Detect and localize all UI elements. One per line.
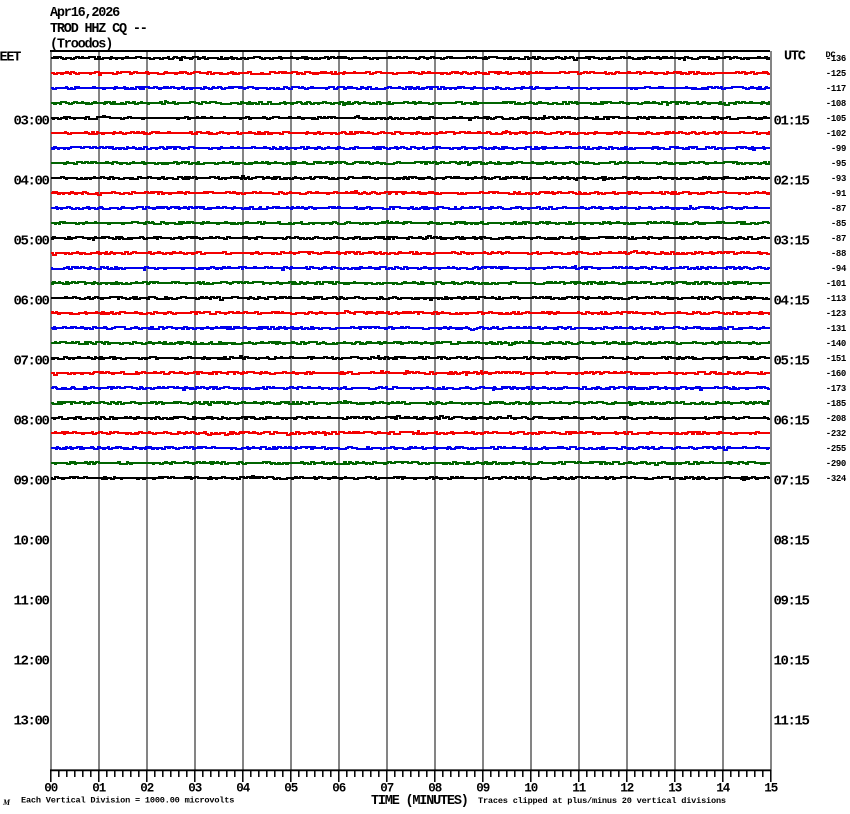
svg-text:-151: -151 [826,354,847,364]
svg-text:M: M [2,798,11,807]
svg-text:-117: -117 [826,84,846,94]
svg-text:12: 12 [620,782,634,796]
svg-text:10:15: 10:15 [774,653,810,669]
svg-text:05:00: 05:00 [13,233,49,249]
svg-text:06:00: 06:00 [13,293,49,309]
svg-text:01: 01 [92,782,106,796]
svg-text:02:15: 02:15 [774,173,810,189]
svg-text:09: 09 [476,782,490,796]
svg-text:08:15: 08:15 [774,533,810,549]
svg-text:06: 06 [332,782,346,796]
svg-text:03: 03 [188,782,202,796]
svg-text:UTC: UTC [784,50,806,65]
svg-text:-94: -94 [831,264,847,274]
svg-text:(Troodos): (Troodos) [50,38,112,53]
svg-text:05:15: 05:15 [774,353,810,369]
svg-text:11:00: 11:00 [13,593,49,609]
svg-text:DC: DC [826,50,836,60]
svg-text:04:00: 04:00 [13,173,49,189]
svg-text:-91: -91 [831,189,847,199]
svg-text:-101: -101 [826,279,847,289]
svg-text:TROD HHZ CQ --: TROD HHZ CQ -- [50,22,147,37]
svg-text:06:15: 06:15 [774,413,810,429]
svg-text:05: 05 [284,782,298,796]
svg-text:03:00: 03:00 [13,113,49,129]
svg-text:03:15: 03:15 [774,233,810,249]
svg-text:13: 13 [668,782,682,796]
svg-text:-173: -173 [826,384,846,394]
svg-text:11: 11 [572,782,586,796]
svg-text:-85: -85 [831,219,846,229]
svg-text:04: 04 [236,782,251,796]
svg-text:EET: EET [0,51,21,66]
svg-text:-113: -113 [826,294,846,304]
svg-text:08:00: 08:00 [13,413,49,429]
svg-text:Traces clipped at plus/minus 2: Traces clipped at plus/minus 20 vertical… [478,796,726,806]
svg-text:-208: -208 [826,414,846,424]
svg-text:00: 00 [44,782,58,796]
svg-text:09:15: 09:15 [774,593,810,609]
svg-text:-131: -131 [826,324,847,334]
svg-text:-185: -185 [826,399,846,409]
svg-text:Each Vertical Division = 1000.: Each Vertical Division = 1000.00 microvo… [21,796,234,806]
svg-text:-87: -87 [831,204,846,214]
svg-text:10:00: 10:00 [13,533,49,549]
svg-text:01:15: 01:15 [774,113,810,129]
svg-text:-102: -102 [826,129,846,139]
svg-text:07:15: 07:15 [774,473,810,489]
svg-text:-255: -255 [826,444,846,454]
svg-text:11:15: 11:15 [774,713,810,729]
svg-text:-232: -232 [826,429,846,439]
svg-text:08: 08 [428,782,442,796]
svg-text:07: 07 [380,782,394,796]
svg-text:-88: -88 [831,249,846,259]
svg-text:-95: -95 [831,159,846,169]
svg-text:13:00: 13:00 [13,713,49,729]
svg-text:-160: -160 [826,369,846,379]
svg-text:-140: -140 [826,339,846,349]
svg-text:07:00: 07:00 [13,353,49,369]
svg-text:-123: -123 [826,309,846,319]
svg-text:TIME (MINUTES): TIME (MINUTES) [371,794,468,809]
svg-text:12:00: 12:00 [13,653,49,669]
svg-text:10: 10 [524,782,538,796]
svg-text:Apr16,2026: Apr16,2026 [50,6,120,21]
svg-text:09:00: 09:00 [13,473,49,489]
svg-text:14: 14 [716,782,731,796]
svg-text:-93: -93 [831,174,846,184]
svg-text:-105: -105 [826,114,846,124]
svg-text:-99: -99 [831,144,846,154]
svg-text:-125: -125 [826,69,846,79]
svg-text:04:15: 04:15 [774,293,810,309]
svg-text:02: 02 [140,782,154,796]
svg-text:-87: -87 [831,234,846,244]
svg-text:-324: -324 [826,474,847,484]
svg-text:15: 15 [764,782,778,796]
svg-text:-290: -290 [826,459,846,469]
svg-text:-136: -136 [826,54,846,64]
svg-text:-108: -108 [826,99,846,109]
